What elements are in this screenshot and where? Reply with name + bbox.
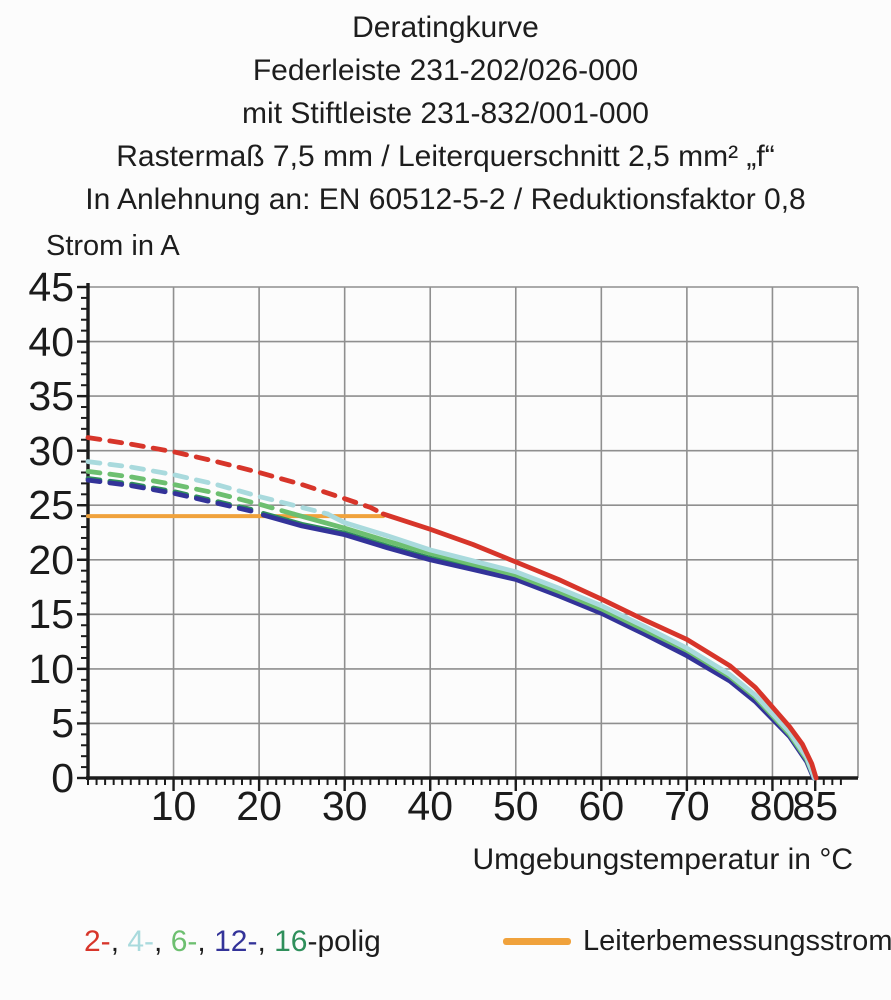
title-line-3: mit Stiftleiste 231-832/001-000 — [242, 97, 649, 130]
x-axis-label: Umgebungstemperatur in °C — [472, 843, 853, 876]
curve-solid-4-polig — [325, 511, 817, 781]
title-line-1: Deratingkurve — [352, 11, 539, 44]
pole-legend-label: 2- — [84, 925, 111, 958]
curve-solid-12-polig — [260, 512, 816, 781]
poles-legend: 2-, 4-, 6-, 12-, 16-polig — [84, 925, 381, 959]
curve-solid-6-polig — [290, 511, 817, 781]
curve-dashed-2-polig — [85, 435, 386, 517]
pole-legend-label: 16 — [274, 925, 308, 958]
pole-legend-suffix: -polig — [307, 925, 381, 958]
title-line-4: Rastermaß 7,5 mm / Leiterquerschnitt 2,5… — [116, 140, 775, 173]
rated-current-legend: Leiterbemessungsstrom — [503, 925, 891, 958]
title-line-5: In Anlehnung an: EN 60512-5-2 / Reduktio… — [85, 183, 806, 216]
curve-solid-2-polig — [380, 511, 819, 781]
curve-dashed-4-polig — [85, 459, 330, 517]
curve-solid-16-polig — [260, 511, 816, 780]
y-axis-label: Strom in A — [46, 230, 180, 262]
pole-legend-separator: , — [197, 925, 215, 958]
pole-legend-label: 6- — [170, 925, 198, 958]
pole-legend-label: 4- — [127, 925, 155, 958]
pole-legend-label: 12- — [214, 925, 258, 958]
pole-legend-separator: , — [154, 925, 171, 958]
rated-current-swatch — [503, 938, 571, 945]
rated-current-label: Leiterbemessungsstrom — [583, 925, 891, 957]
chart-title-block: Deratingkurve Federleiste 231-202/026-00… — [0, 6, 891, 221]
curve-dashed-6-polig — [85, 468, 296, 517]
pole-legend-separator: , — [257, 925, 275, 958]
curve-dashed-12-polig — [85, 477, 262, 516]
title-line-2: Federleiste 231-202/026-000 — [252, 54, 639, 87]
pole-legend-separator: , — [110, 925, 128, 958]
